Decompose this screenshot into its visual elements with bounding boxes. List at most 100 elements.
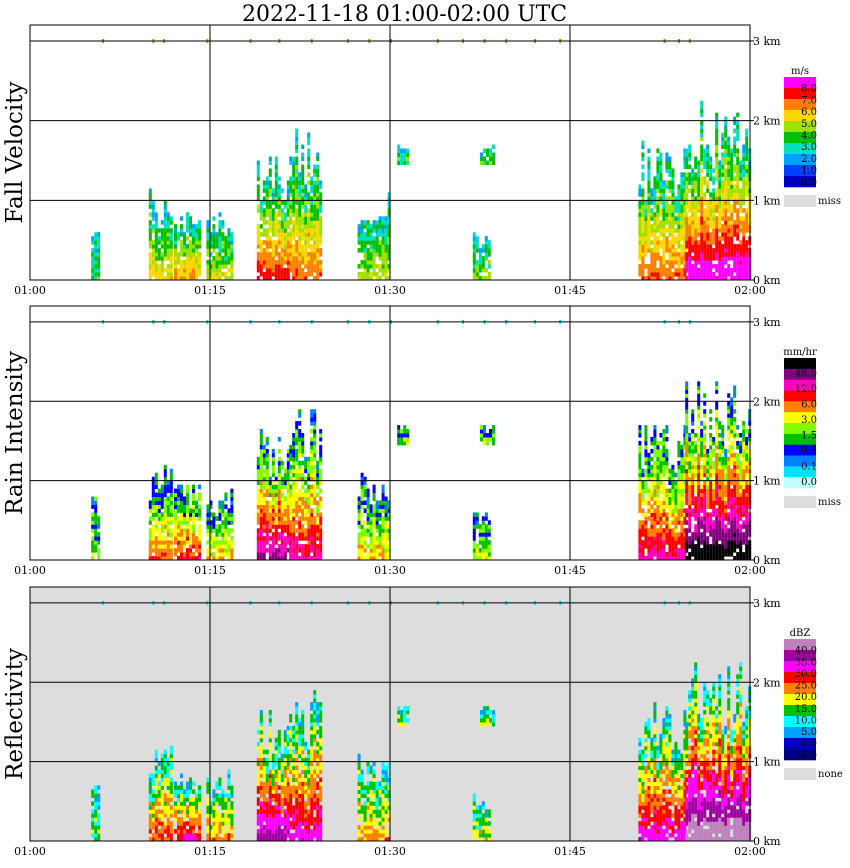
heatmap-cell: [265, 176, 269, 181]
heatmap-cell: [375, 224, 379, 229]
heatmap-cell: [195, 248, 198, 253]
heatmap-cell: [262, 528, 266, 533]
heatmap-cell: [169, 749, 173, 755]
x-tick-label: 01:30: [374, 564, 406, 577]
heatmap-cell: [148, 508, 152, 513]
heatmap-cell: [295, 216, 299, 221]
heatmap-cell: [715, 208, 719, 213]
heatmap-cell: [363, 220, 367, 225]
heatmap-cell: [685, 276, 689, 281]
heatmap-cell: [265, 188, 269, 193]
heatmap-cell: [712, 248, 716, 253]
heatmap-cell: [724, 516, 728, 521]
heatmap-cell: [192, 512, 195, 517]
heatmap-cell: [224, 548, 228, 553]
heatmap-cell: [694, 156, 698, 161]
heatmap-cell: [715, 244, 719, 249]
heatmap-cell: [653, 488, 657, 494]
heatmap-cell: [733, 492, 737, 497]
heatmap-cell: [274, 196, 278, 201]
heatmap-cell: [268, 484, 272, 490]
heatmap-cell: [665, 540, 669, 545]
heatmap-cell: [163, 496, 167, 501]
heatmap-cell: [151, 813, 155, 818]
heatmap-cell: [277, 276, 281, 281]
heatmap-cell: [712, 196, 716, 201]
heatmap-cell: [218, 548, 222, 553]
heatmap-cell: [736, 228, 740, 233]
heatmap-cell: [718, 160, 722, 165]
heatmap-cell: [192, 556, 195, 561]
heatmap-cell: [151, 825, 155, 830]
heatmap-cell: [647, 460, 651, 466]
heatmap-cell: [733, 264, 737, 269]
heatmap-cell: [310, 220, 314, 225]
x-tick-label: 01:45: [554, 284, 586, 297]
heatmap-cell: [721, 528, 725, 533]
heatmap-cell: [183, 244, 186, 249]
heatmap-cell: [271, 252, 275, 257]
heatmap-cell: [659, 192, 663, 197]
heatmap-cell: [638, 244, 642, 249]
heatmap-cell: [169, 232, 173, 237]
heatmap-cell: [381, 504, 385, 509]
heatmap-cell: [372, 492, 376, 497]
heatmap-cell: [739, 468, 743, 474]
heatmap-cell: [665, 516, 669, 521]
heatmap-cell: [680, 516, 684, 521]
heatmap-cell: [727, 413, 731, 418]
heatmap-cell: [91, 520, 95, 525]
heatmap-cell: [730, 232, 734, 237]
heatmap-cell: [685, 212, 689, 217]
heatmap-cell: [700, 136, 704, 142]
heatmap-cell: [656, 252, 660, 257]
heatmap-cell: [733, 204, 737, 209]
heatmap-cell: [724, 192, 728, 197]
heatmap-cell: [316, 524, 320, 529]
heatmap-cell: [484, 248, 488, 253]
heatmap-cell: [316, 532, 320, 537]
heatmap-cell: [316, 552, 320, 557]
heatmap-cell: [727, 437, 731, 442]
heatmap-cell: [674, 228, 678, 233]
heatmap-cell: [480, 160, 483, 165]
heatmap-cell: [745, 484, 749, 490]
heatmap-cell: [310, 184, 314, 189]
heatmap-cell: [671, 528, 675, 533]
heatmap-cell: [727, 208, 731, 213]
heatmap-cell: [91, 272, 95, 277]
heatmap-cell: [706, 556, 710, 561]
heatmap-cell: [475, 244, 479, 249]
heatmap-cell: [694, 476, 698, 482]
heatmap-cell: [400, 148, 404, 153]
heatmap-cell: [292, 184, 296, 189]
heatmap-cell: [727, 544, 731, 549]
heatmap-cell: [727, 425, 731, 430]
heatmap-cell: [286, 180, 290, 185]
heatmap-cell: [227, 228, 231, 233]
heatmap-cell: [641, 548, 645, 553]
heatmap-cell: [727, 184, 731, 189]
heatmap-cell: [186, 524, 189, 529]
heatmap-cell: [163, 224, 167, 229]
heatmap-cell: [186, 228, 189, 233]
heatmap-cell: [685, 184, 689, 189]
heatmap-cell: [742, 452, 746, 458]
heatmap-cell: [718, 452, 722, 458]
heatmap-cell: [680, 256, 684, 261]
heatmap-cell: [277, 500, 281, 505]
heatmap-cell: [375, 512, 379, 517]
heatmap-cell: [641, 248, 645, 253]
heatmap-cell: [195, 260, 198, 265]
heatmap-cell: [656, 516, 660, 521]
heatmap-cell: [481, 244, 485, 249]
heatmap-cell: [742, 192, 746, 197]
heatmap-cell: [397, 160, 401, 165]
heatmap-cell: [169, 552, 173, 557]
heatmap-cell: [662, 200, 666, 205]
heatmap-cell: [653, 196, 657, 201]
heatmap-cell: [97, 825, 101, 830]
heatmap-cell: [671, 256, 675, 261]
heatmap-cell: [157, 829, 161, 834]
